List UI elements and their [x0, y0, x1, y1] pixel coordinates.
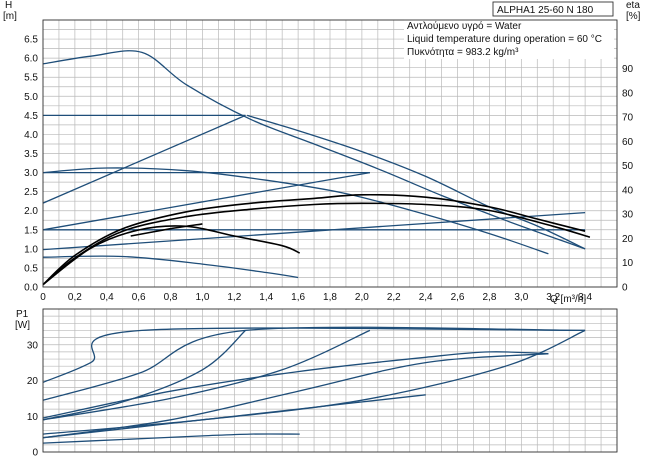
info-line-fluid: Αντλούμενο υγρό = Water — [407, 20, 522, 32]
head-curve — [42, 171, 371, 231]
eta-tick-label: 60 — [622, 137, 634, 148]
eta-tick-label: 10 — [622, 258, 634, 269]
eta-tick-label: 70 — [622, 113, 634, 124]
eta-tick-label: 30 — [622, 210, 634, 221]
power-curve — [42, 351, 549, 419]
pump-title-box — [492, 1, 614, 17]
h-tick-label: 3.5 — [24, 149, 38, 160]
h-tick-label: 4.5 — [24, 111, 38, 122]
q-tick-label: 2,6 — [451, 292, 465, 303]
q-tick-label: 0,6 — [132, 292, 146, 303]
h-tick-label: 0.0 — [24, 283, 38, 294]
efficiency-curve — [42, 193, 586, 286]
q-tick-label: 2,4 — [419, 292, 433, 303]
p1-axis-unit: [W] — [15, 320, 30, 331]
h-tick-label: 5.0 — [24, 92, 38, 103]
q-tick-label: 3,0 — [514, 292, 528, 303]
eta-tick-label: 40 — [622, 185, 634, 196]
p1-tick-label: 10 — [27, 412, 39, 423]
info-box — [404, 17, 614, 59]
head-curve — [42, 211, 586, 251]
h-tick-label: 5.5 — [24, 73, 38, 84]
head-curve — [42, 114, 246, 204]
q-tick-label: 1,2 — [227, 292, 241, 303]
power-curve — [42, 394, 426, 439]
p1-tick-label: 20 — [27, 376, 39, 387]
chart-tick-labels: 0 0,2 0,4 0,6 0,8 1,0 1,2 1,4 1,6 1,8 2,0 2,2 2,4 2,6… — [24, 35, 633, 459]
q-tick-label: 2,2 — [387, 292, 401, 303]
head-curve — [246, 114, 586, 250]
head-plot-frame — [42, 19, 618, 288]
eta-tick-label: 90 — [622, 64, 634, 75]
q-tick-label: 1,6 — [291, 292, 305, 303]
h-axis-unit: [m] — [3, 11, 17, 22]
power-curve — [42, 353, 549, 439]
chart-frames — [42, 19, 618, 453]
q-tick-label: 0,8 — [164, 292, 178, 303]
q-tick-label: 1,0 — [195, 292, 209, 303]
power-curve — [42, 329, 371, 421]
h-tick-label: 4.0 — [24, 130, 38, 141]
p1-tick-label: 0 — [32, 448, 38, 459]
q-tick-label: 2,0 — [355, 292, 369, 303]
head-curve — [42, 50, 586, 250]
q-tick-label: 1,8 — [323, 292, 337, 303]
power-plot-frame — [42, 308, 618, 453]
q-tick-label: 0,4 — [100, 292, 114, 303]
head-curve — [42, 255, 299, 279]
eta-axis-label: eta — [626, 0, 640, 11]
h-axis-label: H — [5, 0, 12, 11]
eta-tick-label: 20 — [622, 234, 634, 245]
efficiency-curve — [130, 223, 203, 237]
eta-tick-label: 80 — [622, 88, 634, 99]
info-line-temperature: Liquid temperature during operation = 60… — [407, 34, 602, 45]
h-tick-label: 6.5 — [24, 35, 38, 46]
power-curve — [42, 326, 586, 401]
h-tick-label: 2.5 — [24, 187, 38, 198]
p1-axis-label: P1 — [16, 309, 29, 320]
eta-tick-label: 0 — [622, 283, 628, 294]
pump-title: ALPHA1 25-60 N 180 — [497, 5, 594, 16]
q-tick-label: 0,2 — [68, 292, 82, 303]
p1-tick-label: 30 — [27, 340, 39, 351]
chart-curves — [42, 50, 591, 444]
power-curve — [42, 329, 246, 421]
eta-axis-unit: [%] — [626, 11, 641, 22]
info-line-density: Πυκνότητα = 983.2 kg/m³ — [407, 46, 519, 58]
q-tick-label: 0 — [40, 292, 46, 303]
power-curve — [42, 433, 300, 444]
power-curve — [42, 329, 586, 435]
h-tick-label: 3.0 — [24, 168, 38, 179]
h-tick-label: 1.5 — [24, 225, 38, 236]
q-axis-label: Q [m³/h] — [550, 294, 586, 305]
chart-grid — [42, 19, 618, 453]
h-tick-label: 2.0 — [24, 206, 38, 217]
power-curve — [42, 327, 586, 383]
h-tick-label: 1.0 — [24, 244, 38, 255]
q-tick-label: 2,8 — [482, 292, 496, 303]
head-curve — [42, 167, 549, 255]
q-tick-label: 3,2 — [546, 292, 560, 303]
eta-tick-label: 50 — [622, 161, 634, 172]
h-tick-label: 6.0 — [24, 54, 38, 65]
h-tick-label: 0.5 — [24, 263, 38, 274]
q-tick-label: 3,4 — [578, 292, 592, 303]
q-tick-label: 1,4 — [259, 292, 273, 303]
efficiency-curve — [42, 202, 591, 286]
